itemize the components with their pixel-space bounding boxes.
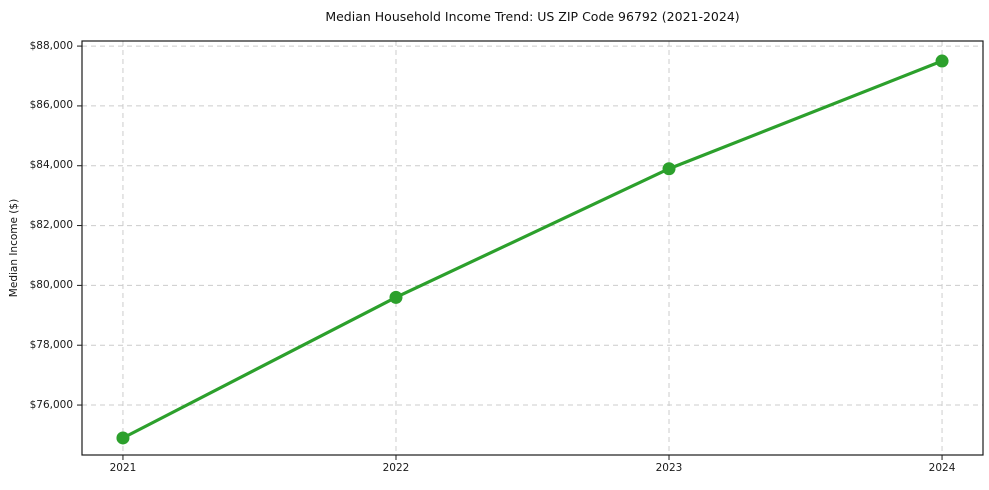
x-tick-label: 2021 [109,462,137,474]
data-point-marker [662,162,676,176]
x-tick-label: 2023 [655,462,683,474]
y-tick-label: $78,000 [29,338,73,351]
chart-title: Median Household Income Trend: US ZIP Co… [325,9,740,24]
y-tick-label: $80,000 [29,278,73,291]
y-tick-label: $82,000 [29,219,73,232]
y-tick-label: $86,000 [29,99,73,112]
x-tick-label: 2024 [928,462,956,474]
data-point-marker [935,54,949,68]
y-tick-label: $88,000 [29,39,73,52]
x-tick-label: 2022 [382,462,410,474]
data-point-marker [389,290,403,304]
y-tick-label: $76,000 [29,398,73,411]
y-tick-label: $84,000 [29,159,73,172]
axes-frame [81,40,984,456]
income-trend-line [121,59,944,440]
data-point-marker [116,431,130,445]
